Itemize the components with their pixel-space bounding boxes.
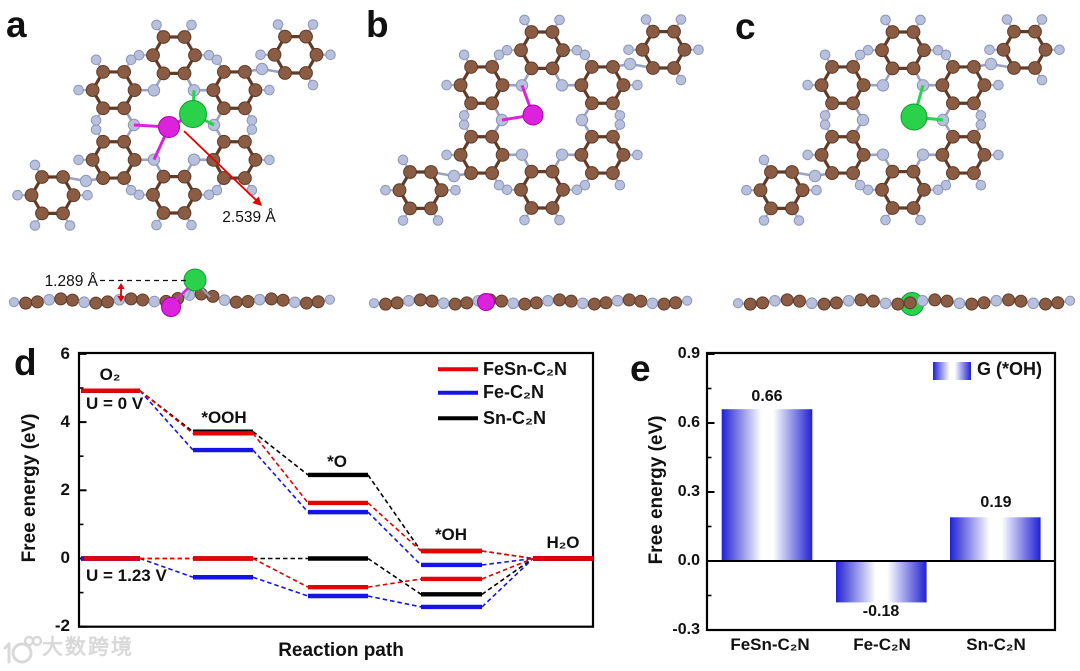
- panel-label-c: c: [735, 6, 756, 47]
- c2n-side-view: [732, 292, 1076, 316]
- e-axis-ticks: [707, 353, 715, 631]
- panel-b-top-view: [380, 14, 704, 226]
- e-value-fe: -0.18: [862, 603, 900, 620]
- fe-atom: [158, 116, 180, 138]
- bar-0: [721, 409, 813, 561]
- metal-atoms: [900, 84, 944, 131]
- d-energy-levels: [81, 388, 593, 610]
- metal-atoms: [133, 90, 215, 161]
- distance-arrow: [183, 130, 262, 206]
- bar-chart: [705, 351, 1057, 632]
- free-energy-diagram: [77, 351, 595, 628]
- lattice-atoms: [741, 14, 1065, 226]
- height-annotation: 1.289 Å: [44, 273, 98, 290]
- e-category-sn: Sn-C₂N: [966, 635, 1026, 654]
- e-ytick-09: 0.9: [677, 345, 700, 362]
- e-legend-label: G (*OH): [977, 359, 1042, 379]
- panel-label-d: d: [14, 342, 37, 383]
- c2n-lattice-top-view: [12, 19, 336, 231]
- fe-atom: [522, 104, 544, 126]
- fe-atom-side: [477, 293, 495, 311]
- panel-c-top-view: [741, 14, 1065, 226]
- e-ytick-06: 0.6: [677, 414, 700, 431]
- d-ytick-0: 0: [60, 548, 70, 567]
- c2n-side-view: [8, 287, 335, 310]
- sn-atom: [179, 100, 207, 128]
- bar-2: [950, 517, 1041, 561]
- sn-atom: [900, 103, 928, 131]
- e-category-fe: Fe-C₂N: [853, 635, 911, 654]
- d-ytick-neg2: -2: [54, 616, 70, 635]
- lattice-atoms: [380, 14, 704, 226]
- metal-atoms: [501, 84, 544, 126]
- e-value-sn: 0.19: [980, 494, 1012, 511]
- watermark-text: 大数跨境: [42, 636, 134, 659]
- c2n-side-view: [368, 293, 693, 311]
- d-condition-u123: U = 1.23 V: [86, 566, 167, 585]
- d-legend-sn: Sn-C₂N: [483, 408, 546, 428]
- lattice-atoms: [12, 19, 336, 231]
- e-ytick-03: 0.3: [677, 483, 700, 500]
- panel-label-b: b: [366, 4, 389, 45]
- d-xlabel: Reaction path: [278, 640, 404, 661]
- d-connector-dashes: [139, 390, 534, 608]
- d-station-o2: O₂: [99, 365, 121, 384]
- e-value-fesn: 0.66: [751, 388, 783, 405]
- watermark-logo: [3, 635, 43, 664]
- d-ytick-4: 4: [60, 412, 70, 431]
- bar-1: [836, 561, 927, 603]
- d-axis-ticks: [79, 352, 87, 628]
- e-bars: [721, 409, 1041, 603]
- fe-atom-side: [161, 297, 181, 317]
- d-station-oh: *OH: [434, 525, 468, 544]
- panel-label-a: a: [6, 4, 27, 45]
- panel-c-side-view: [732, 292, 1076, 316]
- bond-distance-annotation: 2.539 Å: [222, 209, 276, 226]
- c2n-lattice-top-view: [741, 14, 1065, 226]
- panel-a-top-view: [12, 19, 336, 231]
- d-legend-fesn: FeSn-C₂N: [483, 359, 567, 379]
- height-annotation-graphics: [100, 279, 186, 302]
- d-ytick-2: 2: [60, 480, 70, 499]
- d-station-o: *O: [327, 452, 347, 471]
- panel-b-side-view: [368, 293, 693, 311]
- e-ytick-00: 0.0: [677, 552, 700, 569]
- e-category-fesn: FeSn-C₂N: [730, 635, 810, 654]
- panel-a-side-view: [8, 268, 335, 317]
- d-legend-fe: Fe-C₂N: [483, 382, 544, 402]
- d-ylabel: Free energy (eV): [19, 413, 41, 563]
- e-legend-swatch: [933, 362, 971, 380]
- d-station-h2o: H₂O: [546, 533, 580, 552]
- d-ytick-6: 6: [60, 344, 70, 363]
- e-ylabel: Free energy (eV): [646, 415, 668, 565]
- sn-atom-side: [183, 268, 207, 292]
- c2n-lattice-top-view: [380, 14, 704, 226]
- e-ytick-neg03: -0.3: [672, 621, 700, 638]
- d-legend-lines: [438, 367, 478, 421]
- panel-label-e: e: [630, 348, 651, 389]
- d-condition-u0: U = 0 V: [86, 394, 144, 413]
- d-station-ooh: *OOH: [201, 408, 247, 427]
